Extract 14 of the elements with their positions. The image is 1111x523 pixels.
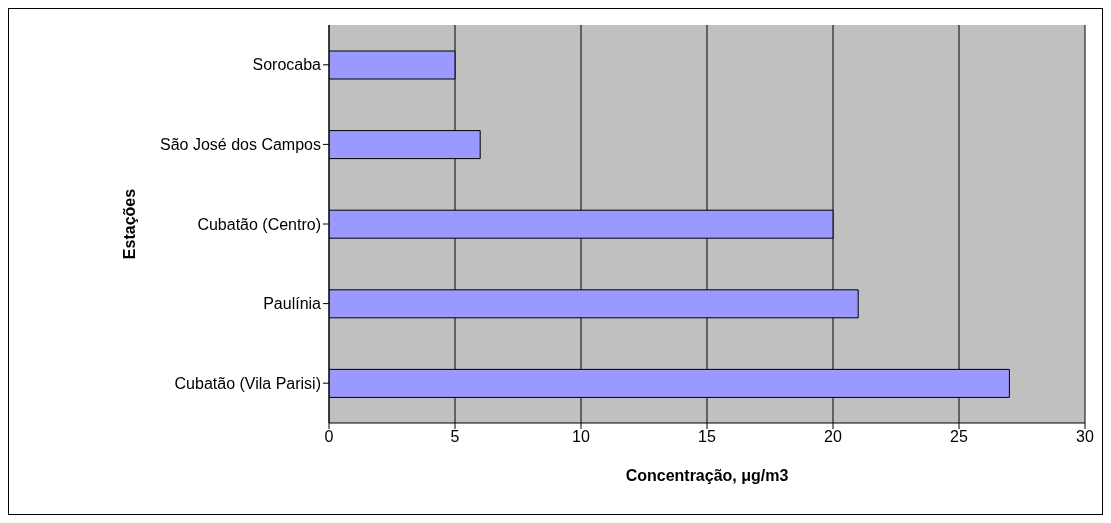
y-tick-label: Cubatão (Centro) [197,215,321,233]
x-axis-title: Concentração, μg/m3 [625,467,789,484]
y-tick-label: Paulínia [263,295,322,313]
x-tick-label: 15 [698,428,716,446]
y-tick-label: Cubatão (Vila Parisi) [174,374,321,392]
y-tick-label: Sorocaba [252,56,322,74]
x-tick-label: 20 [824,428,842,446]
x-tick-label: 25 [950,428,968,446]
x-tick-label: 30 [1076,428,1094,446]
y-axis-title: Estações [120,188,138,260]
y-tick-label: São José dos Campos [160,136,321,154]
x-tick-label: 10 [572,428,590,446]
x-tick-label: 5 [450,428,460,446]
x-tick-label: 0 [324,428,334,446]
